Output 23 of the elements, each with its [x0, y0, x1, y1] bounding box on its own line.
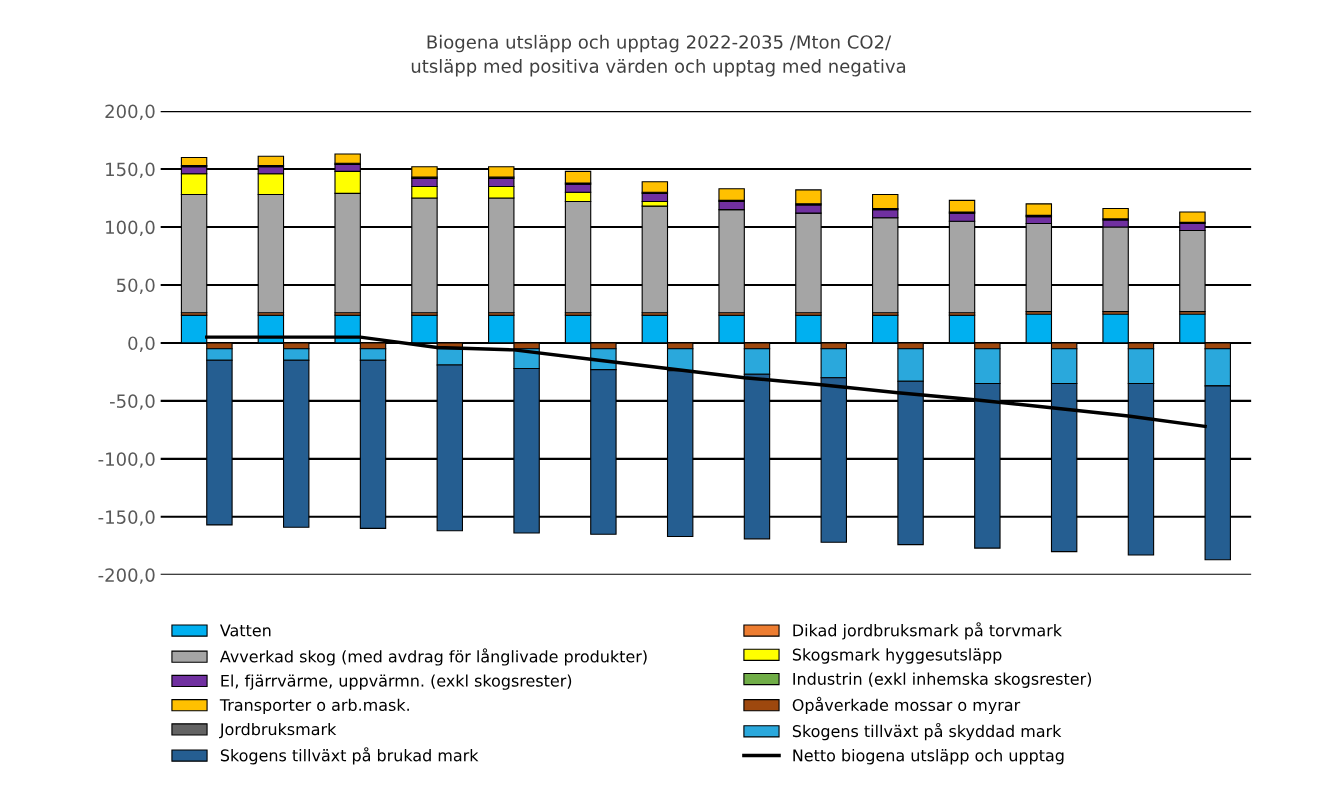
legend-label: Avverkad skog (med avdrag för långlivade produkter) [219, 648, 647, 666]
y-tick-label: 150,0 [106, 162, 155, 179]
legend-label: Skogens tillväxt på skyddad mark [792, 722, 1062, 741]
chart-subtitle: utsläpp med positiva värden och upptag med negativa [411, 59, 906, 77]
chart-title: Biogena utsläpp och upptag 2022-2035 /Mton CO2/ [427, 34, 892, 53]
legend-label: Dikad jordbruksmark på torvmark [793, 622, 1062, 640]
legend-label: Skogsmark hyggesutsläpp [792, 648, 1002, 664]
legend-label: El, fjärrvärme, uppvärmn. (exkl skogsrester) [221, 674, 572, 690]
legend-label: Industrin (exkl inhemska skogsrester) [793, 672, 1092, 688]
legend-label: Netto biogena utsläpp och upptag [793, 749, 1064, 765]
legend-label: Jordbruksmark [219, 722, 337, 739]
y-tick-label: -150,0 [98, 510, 155, 526]
y-tick-label: 0,0 [128, 336, 155, 352]
legend-label: Opåverkade mossar o myrar [792, 696, 1021, 715]
y-tick-label: 100,0 [106, 220, 155, 236]
legend-label: Vatten [219, 624, 271, 637]
y-tick-label: -200,0 [98, 568, 155, 584]
y-tick-label: 200,0 [105, 104, 155, 121]
y-tick-label: -50,0 [109, 394, 155, 410]
legend-label: Skogens tillväxt på brukad mark [220, 747, 479, 765]
y-tick-label: -100,0 [98, 452, 155, 468]
y-tick-label: 50,0 [117, 278, 155, 294]
legend-label: Transporter o arb.mask. [219, 698, 409, 715]
